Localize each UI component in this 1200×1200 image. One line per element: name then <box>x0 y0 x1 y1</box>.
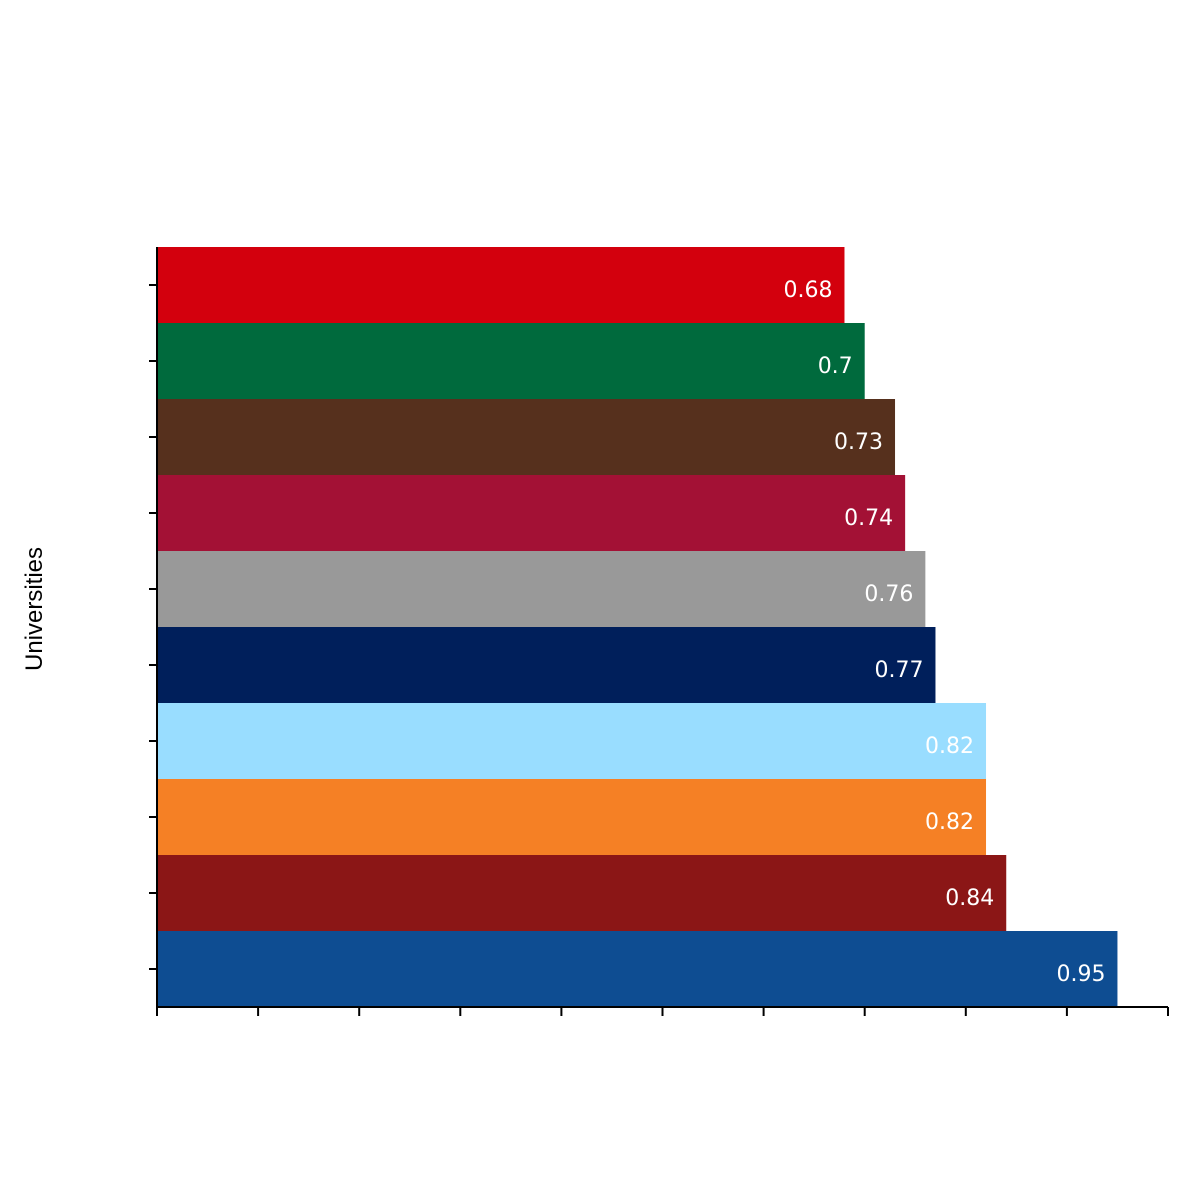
bar-value-label: 0.82 <box>925 734 974 759</box>
bar <box>157 703 987 779</box>
bar <box>157 931 1118 1007</box>
bar <box>157 551 926 627</box>
bar-value-label: 0.68 <box>783 278 832 303</box>
bar <box>157 855 1007 931</box>
bar-value-label: 0.82 <box>925 810 974 835</box>
bar-value-label: 0.7 <box>818 354 853 379</box>
bar-value-label: 0.95 <box>1056 962 1105 987</box>
bar <box>157 475 906 551</box>
bar <box>157 323 865 399</box>
y-axis-label: Universities <box>21 546 48 672</box>
bar-value-label: 0.74 <box>844 506 893 531</box>
bar <box>157 627 936 703</box>
bar-value-label: 0.76 <box>864 582 913 607</box>
bar <box>157 779 987 855</box>
bar-value-label: 0.73 <box>834 430 883 455</box>
bar-value-label: 0.77 <box>874 658 923 683</box>
bar-value-label: 0.84 <box>945 886 994 911</box>
bar <box>157 247 845 323</box>
bar <box>157 399 896 475</box>
